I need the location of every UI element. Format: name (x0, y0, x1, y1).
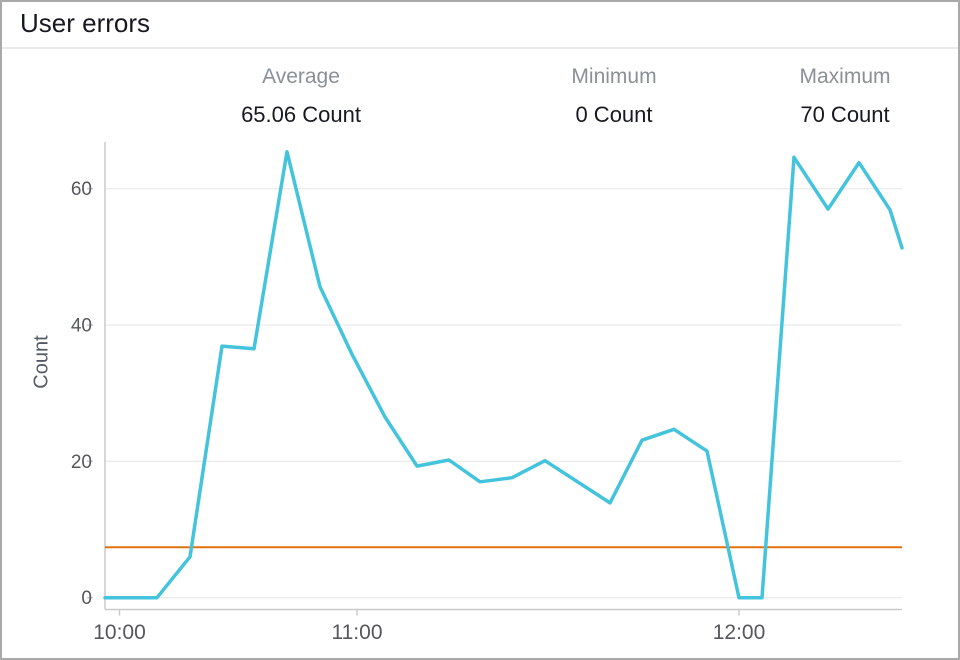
header-divider (2, 47, 958, 49)
stat-minimum-label: Minimum (571, 65, 657, 88)
stat-maximum-label: Maximum (799, 65, 891, 88)
stat-average: Average 65.06 Count (241, 66, 361, 126)
stat-maximum: Maximum 70 Count (799, 66, 890, 126)
stat-minimum-value: 0 Count (575, 102, 653, 127)
x-tick-label: 11:00 (332, 621, 383, 644)
stat-average-label: Average (262, 65, 340, 88)
x-tick-label: 12:00 (713, 621, 766, 644)
x-tick-label: 10:00 (93, 621, 146, 644)
y-tick-label: 60 (71, 179, 92, 200)
page-title: User errors (20, 8, 151, 38)
series-line[interactable] (103, 150, 904, 600)
y-tick-label: 20 (71, 452, 92, 473)
stat-minimum: Minimum 0 Count (571, 66, 656, 126)
y-tick-label: 40 (71, 315, 92, 336)
y-tick-label: 0 (81, 588, 92, 609)
stat-maximum-value: 70 Count (800, 102, 890, 127)
stat-average-value: 65.06 Count (241, 102, 361, 127)
